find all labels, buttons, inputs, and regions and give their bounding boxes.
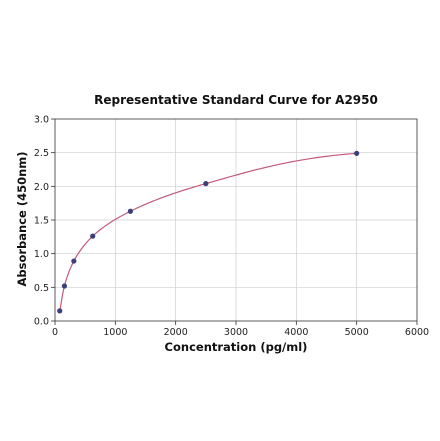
y-axis-label: Absorbance (450nm) <box>15 151 29 286</box>
data-point <box>71 258 77 264</box>
data-points <box>57 150 360 314</box>
x-tick-label: 4000 <box>284 327 308 338</box>
y-tick-label: 0.0 <box>34 317 49 328</box>
grid-lines <box>55 119 417 321</box>
y-axis-ticks: 0.0 0.5 1.0 1.5 2.0 2.5 3.0 <box>34 115 55 328</box>
y-tick-label: 1.5 <box>34 216 49 227</box>
x-tick-label: 1000 <box>103 327 127 338</box>
data-point <box>127 208 134 214</box>
x-tick-label: 6000 <box>405 327 429 338</box>
y-tick-label: 1.0 <box>34 249 49 260</box>
x-axis-ticks: 0 1000 2000 3000 4000 5000 6000 <box>52 321 429 338</box>
data-point <box>354 150 360 156</box>
data-point <box>90 233 96 239</box>
y-tick-label: 0.5 <box>34 283 49 294</box>
x-tick-label: 5000 <box>345 327 369 338</box>
x-tick-label: 3000 <box>224 327 248 338</box>
data-point <box>61 283 68 289</box>
y-tick-label: 3.0 <box>34 115 49 126</box>
data-point <box>57 308 63 314</box>
y-tick-label: 2.5 <box>34 148 49 159</box>
x-tick-label: 0 <box>52 327 58 338</box>
chart-title: Representative Standard Curve for A2950 <box>94 93 378 107</box>
y-tick-label: 2.0 <box>34 182 49 193</box>
x-axis-label: Concentration (pg/ml) <box>165 340 308 354</box>
x-tick-label: 2000 <box>164 327 188 338</box>
data-point <box>203 181 209 187</box>
